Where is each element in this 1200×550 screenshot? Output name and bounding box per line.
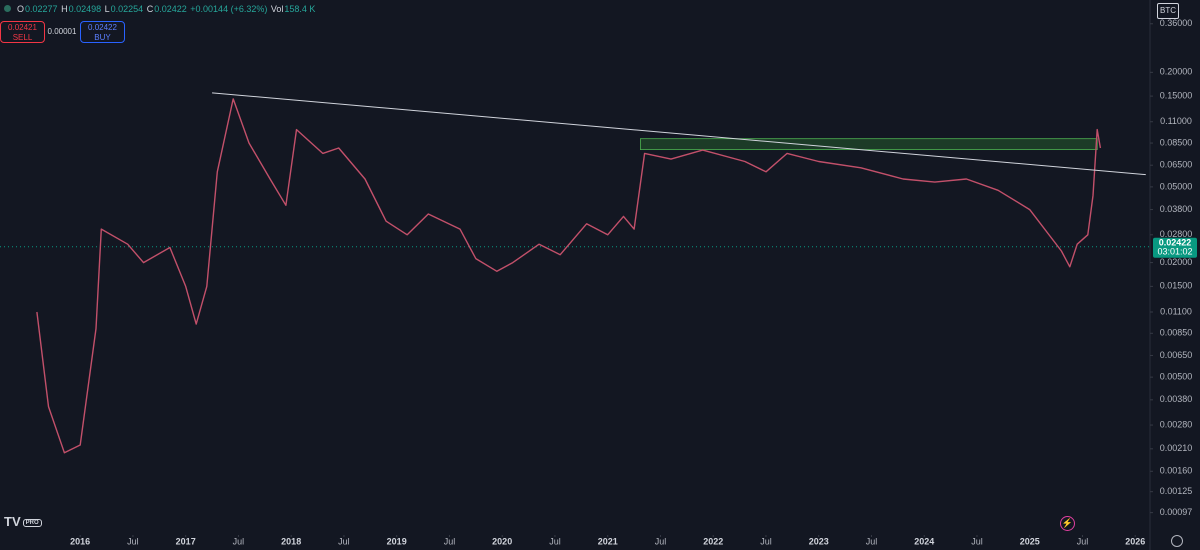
symbol-badge[interactable]: BTC <box>1157 3 1179 19</box>
x-tick-label: 2016 <box>70 536 90 546</box>
x-tick-label: Jul <box>866 536 878 546</box>
spread: 0.00001 <box>47 27 77 36</box>
x-tick-label: 2020 <box>492 536 512 546</box>
y-tick-label: 0.00125 <box>1160 486 1193 496</box>
value: 0.02254 <box>110 4 144 14</box>
x-tick-label: Jul <box>444 536 456 546</box>
label: C <box>146 4 154 14</box>
y-tick-label: 0.00280 <box>1160 419 1193 429</box>
label: O <box>17 4 25 14</box>
x-tick-label: 2024 <box>914 536 934 546</box>
y-tick-label: 0.05000 <box>1160 181 1193 191</box>
x-tick-label: Jul <box>233 536 245 546</box>
x-tick-label: Jul <box>971 536 983 546</box>
countdown: 03:01:02 <box>1157 247 1192 257</box>
label: H <box>61 4 68 14</box>
last-price-label: 0.02422 <box>1159 238 1192 248</box>
y-tick-label: 0.00380 <box>1160 394 1193 404</box>
y-tick-label: 0.01100 <box>1160 306 1192 316</box>
x-tick-label: 2019 <box>387 536 407 546</box>
x-tick-label: Jul <box>760 536 772 546</box>
y-tick-label: 0.02000 <box>1160 257 1193 267</box>
x-tick-label: Jul <box>127 536 139 546</box>
y-tick-label: 0.01500 <box>1160 281 1193 291</box>
settings-icon[interactable] <box>1171 535 1183 547</box>
change: +0.00144 (+6.32%) <box>190 4 268 14</box>
y-tick-label: 0.11000 <box>1160 116 1192 126</box>
label: Vol <box>270 4 284 14</box>
y-tick-label: 0.00160 <box>1160 466 1193 476</box>
y-tick-label: 0.06500 <box>1160 160 1193 170</box>
x-tick-label: Jul <box>1077 536 1089 546</box>
y-tick-label: 0.02800 <box>1160 229 1193 239</box>
x-tick-label: Jul <box>338 536 350 546</box>
y-tick-label: 0.36000 <box>1160 18 1193 28</box>
value: 0.02422 <box>154 4 187 14</box>
label: L <box>104 4 110 14</box>
x-tick-label: 2025 <box>1020 536 1040 546</box>
value: 0.02277 <box>25 4 58 14</box>
y-tick-label: 0.00850 <box>1160 328 1193 338</box>
label: SELL <box>12 33 33 42</box>
y-tick-label: 0.00650 <box>1160 350 1193 360</box>
y-tick-label: 0.00097 <box>1160 507 1193 517</box>
y-tick-label: 0.00500 <box>1160 372 1193 382</box>
price: 0.02422 <box>88 23 117 32</box>
y-tick-label: 0.00210 <box>1160 443 1193 453</box>
logo: TV PRO <box>4 514 42 529</box>
x-tick-label: 2018 <box>281 536 301 546</box>
lightning-icon[interactable]: ⚡ <box>1060 516 1075 531</box>
x-tick-label: 2021 <box>598 536 618 546</box>
logo-badge: PRO <box>22 518 42 527</box>
trendline <box>212 92 1146 176</box>
y-tick-label: 0.03800 <box>1160 204 1193 214</box>
resistance-zone <box>640 138 1098 151</box>
value: 158.4 K <box>284 4 316 14</box>
x-tick-label: 2023 <box>809 536 829 546</box>
x-tick-label: 2026 <box>1125 536 1145 546</box>
last-price-badge <box>1153 237 1197 258</box>
sell-button[interactable]: 0.02421 SELL <box>0 21 45 43</box>
x-tick-label: 2022 <box>703 536 723 546</box>
ohlc-header: O0.02277 H0.02498 L0.02254 C0.02422 +0.0… <box>4 4 316 14</box>
x-tick-label: 2017 <box>176 536 196 546</box>
y-tick-label: 0.20000 <box>1160 67 1193 77</box>
status-dot <box>4 5 11 12</box>
y-tick-label: 0.08500 <box>1160 137 1193 147</box>
price-line <box>36 98 1102 454</box>
x-tick-label: Jul <box>549 536 561 546</box>
y-tick-label: 0.15000 <box>1160 90 1193 100</box>
x-tick-label: Jul <box>655 536 667 546</box>
price: 0.02421 <box>8 23 37 32</box>
value: 0.02498 <box>68 4 102 14</box>
label: BUY <box>94 33 111 42</box>
buy-button[interactable]: 0.02422 BUY <box>80 21 125 43</box>
